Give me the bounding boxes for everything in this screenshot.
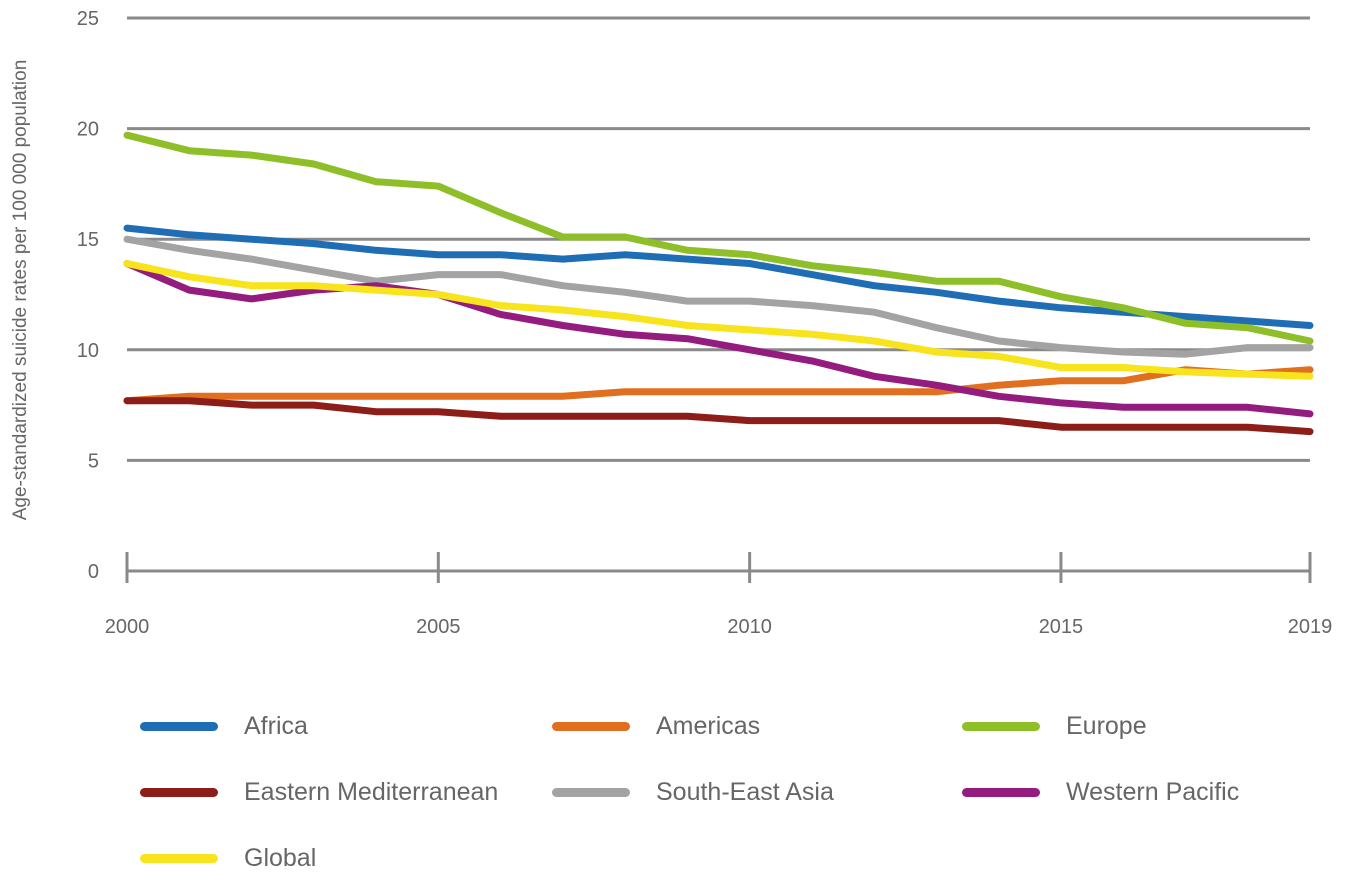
legend-swatch [552,721,630,731]
x-axis [125,552,1312,583]
x-tick-label: 2019 [1288,616,1333,638]
series-line-eastern-mediterranean [123,397,1314,436]
series-line-europe [123,131,1314,345]
y-tick-label: 15 [77,229,99,251]
legend-item-western-pacific: Western Pacific [962,772,1239,812]
x-tick-label: 2010 [727,616,772,638]
legend-label: Eastern Mediterranean [244,777,499,806]
y-tick-label: 0 [88,561,99,583]
legend-item-eastern-mediterranean: Eastern Mediterranean [140,772,498,812]
legend-item-global: Global [140,838,316,878]
series-line-africa [123,224,1314,329]
legend-item-south-east-asia: South-East Asia [552,772,834,812]
legend-swatch [962,787,1040,797]
legend-swatch [962,721,1040,731]
legend: Africa Americas Europe Eastern Mediterranea… [0,690,1350,880]
x-tick-label: 2000 [105,616,150,638]
legend-label: Americas [656,711,761,740]
y-tick-labels: 0 5 10 15 20 25 [77,8,99,583]
x-tick-labels: 2000 2005 2010 2015 2019 [105,616,1333,638]
x-tick-label: 2005 [416,616,461,638]
legend-label: Global [244,843,317,872]
legend-item-europe: Europe [962,706,1147,746]
legend-label: Africa [244,711,308,740]
legend-item-africa: Africa [140,706,308,746]
y-tick-label: 5 [88,450,99,472]
line-chart: 0 5 10 15 20 25 2000 2005 2010 2015 2019 Age-stan… [10,8,1333,638]
series-line-global [123,260,1314,380]
y-tick-label: 25 [77,8,99,30]
y-tick-label: 20 [77,119,99,141]
legend-label: South-East Asia [656,777,834,806]
x-tick-label: 2015 [1039,616,1084,638]
legend-swatch [140,787,218,797]
y-axis-label: Age-standardized suicide rates per 100 0… [10,60,31,521]
legend-label: Western Pacific [1066,777,1240,806]
series-line-americas [123,366,1314,405]
legend-swatch [140,721,218,731]
series-line-south-east-asia [123,235,1314,358]
y-tick-label: 10 [77,340,99,362]
legend-label: Europe [1066,711,1147,740]
legend-swatch [552,787,630,797]
legend-item-americas: Americas [552,706,760,746]
legend-swatch [140,853,218,863]
series-lines [123,131,1314,436]
